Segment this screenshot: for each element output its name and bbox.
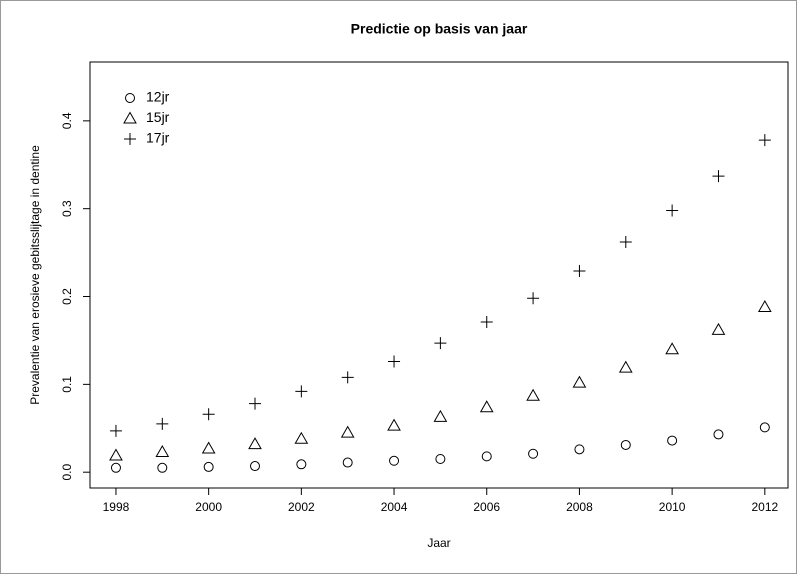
point [296, 459, 307, 470]
x-tick-label: 2004 [381, 500, 408, 514]
point [618, 360, 633, 373]
point [294, 431, 309, 444]
point [573, 265, 586, 278]
point [666, 204, 679, 217]
point [712, 170, 725, 183]
legend-label: 17jr [146, 130, 170, 146]
point [620, 439, 631, 450]
x-tick-label: 2010 [659, 500, 686, 514]
point [758, 134, 771, 147]
y-tick-label: 0.2 [60, 288, 74, 305]
point [248, 437, 262, 450]
point [201, 441, 216, 454]
point [156, 417, 169, 430]
x-axis-label: Jaar [427, 536, 450, 550]
y-tick-label: 0.0 [60, 464, 74, 481]
x-tick-label: 2012 [751, 500, 778, 514]
point [295, 385, 308, 398]
point [481, 451, 492, 462]
point [757, 300, 772, 313]
x-tick-label: 1998 [103, 500, 130, 514]
point [341, 371, 354, 384]
point [526, 388, 540, 401]
point [711, 322, 726, 335]
point [479, 400, 494, 413]
point [619, 236, 632, 249]
point [528, 448, 539, 459]
point [572, 375, 587, 388]
x-tick-label: 2006 [473, 500, 500, 514]
legend-symbol [123, 111, 137, 124]
point [574, 444, 585, 455]
legend-label: 12jr [146, 89, 170, 105]
point [759, 422, 770, 433]
point [667, 435, 678, 446]
point [387, 418, 401, 431]
point [435, 454, 446, 465]
point [434, 337, 447, 350]
legend-symbol [124, 133, 136, 145]
point [713, 429, 724, 440]
point [480, 315, 493, 328]
y-tick-label: 0.4 [60, 112, 74, 129]
point [342, 457, 353, 468]
x-tick-label: 2002 [288, 500, 315, 514]
y-tick-label: 0.3 [60, 200, 74, 217]
point [433, 409, 448, 422]
point [527, 292, 540, 305]
point [110, 462, 121, 473]
x-tick-label: 2000 [195, 500, 222, 514]
point [155, 444, 170, 457]
y-tick-label: 0.1 [60, 376, 74, 393]
chart-title: Predictie op basis van jaar [351, 21, 528, 37]
point [389, 455, 400, 466]
plot-box [89, 61, 789, 489]
x-tick-label: 2008 [566, 500, 593, 514]
legend-label: 15jr [146, 109, 170, 125]
point [202, 408, 215, 421]
point [665, 342, 679, 355]
point [249, 461, 260, 472]
point [248, 397, 261, 410]
point [340, 425, 355, 438]
point [157, 462, 168, 473]
point [109, 448, 123, 461]
point [109, 424, 122, 437]
point [388, 355, 401, 368]
point [203, 461, 214, 472]
legend-symbol [125, 93, 135, 103]
y-axis-label: Prevalentie van erosieve gebitsslijtage … [28, 145, 42, 405]
